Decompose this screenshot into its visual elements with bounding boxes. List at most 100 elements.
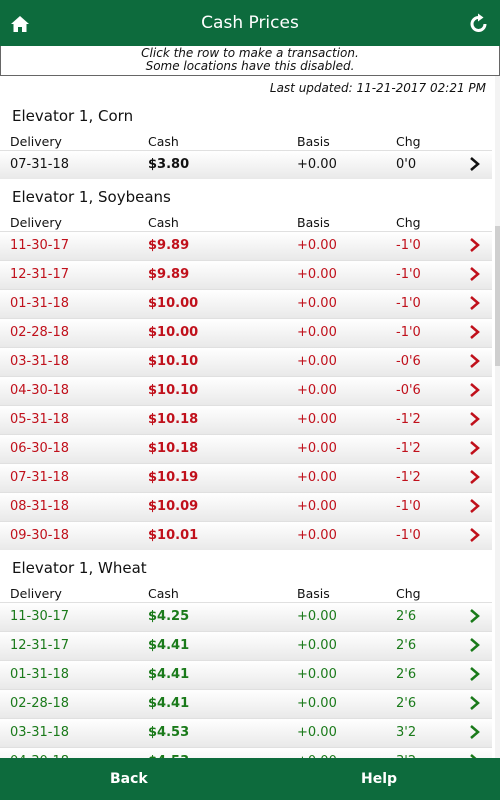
price-row[interactable]: 11-30-17 $9.89 +0.00 -1'0 bbox=[0, 231, 492, 260]
home-icon[interactable] bbox=[10, 14, 30, 34]
chevron-right-icon[interactable] bbox=[468, 353, 482, 369]
notice-line-1: Click the row to make a transaction. bbox=[141, 46, 359, 60]
refresh-icon[interactable] bbox=[468, 13, 490, 35]
price-row[interactable]: 01-31-18 $10.00 +0.00 -1'0 bbox=[0, 289, 492, 318]
column-header-chg: Chg bbox=[396, 586, 421, 601]
basis-value: +0.00 bbox=[297, 412, 337, 427]
price-row[interactable]: 05-31-18 $10.18 +0.00 -1'2 bbox=[0, 405, 492, 434]
change-value: -1'0 bbox=[396, 528, 421, 543]
column-header-cash: Cash bbox=[148, 586, 179, 601]
delivery-date: 02-28-18 bbox=[10, 696, 70, 711]
price-row[interactable]: 11-30-17 $4.25 +0.00 2'6 bbox=[0, 602, 492, 631]
basis-value: +0.00 bbox=[297, 754, 337, 758]
change-value: -1'0 bbox=[396, 238, 421, 253]
change-value: 2'6 bbox=[396, 696, 417, 711]
column-header-basis: Basis bbox=[297, 586, 330, 601]
delivery-date: 04-30-18 bbox=[10, 754, 69, 758]
cash-price: $10.00 bbox=[148, 296, 199, 311]
change-value: -1'0 bbox=[396, 267, 421, 282]
cash-price: $10.10 bbox=[148, 383, 199, 398]
price-row[interactable]: 04-30-18 $10.10 +0.00 -0'6 bbox=[0, 376, 492, 405]
delivery-date: 11-30-17 bbox=[10, 609, 70, 624]
column-header-delivery: Delivery bbox=[10, 586, 62, 601]
change-value: 3'2 bbox=[396, 725, 417, 740]
change-value: 2'6 bbox=[396, 609, 417, 624]
delivery-date: 11-30-17 bbox=[10, 238, 70, 253]
chevron-right-icon[interactable] bbox=[468, 637, 482, 653]
chevron-right-icon[interactable] bbox=[468, 156, 482, 172]
price-row[interactable]: 03-31-18 $4.53 +0.00 3'2 bbox=[0, 718, 492, 747]
price-row[interactable]: 08-31-18 $10.09 +0.00 -1'0 bbox=[0, 492, 492, 521]
chevron-right-icon[interactable] bbox=[468, 527, 482, 543]
help-button[interactable]: Help bbox=[361, 771, 398, 787]
price-row[interactable]: 01-31-18 $4.41 +0.00 2'6 bbox=[0, 660, 492, 689]
section-title: Elevator 1, Wheat bbox=[12, 559, 147, 577]
cash-price: $4.25 bbox=[148, 609, 190, 624]
scrollbar[interactable] bbox=[495, 76, 500, 758]
price-row[interactable]: 12-31-17 $9.89 +0.00 -1'0 bbox=[0, 260, 492, 289]
basis-value: +0.00 bbox=[297, 528, 337, 543]
price-row[interactable]: 02-28-18 $4.41 +0.00 2'6 bbox=[0, 689, 492, 718]
change-value: 2'6 bbox=[396, 667, 417, 682]
chevron-right-icon[interactable] bbox=[468, 695, 482, 711]
delivery-date: 01-31-18 bbox=[10, 296, 70, 311]
delivery-date: 02-28-18 bbox=[10, 325, 70, 340]
cash-price: $10.01 bbox=[148, 528, 199, 543]
price-row[interactable]: 07-31-18 $3.80 +0.00 0'0 bbox=[0, 150, 492, 179]
delivery-date: 03-31-18 bbox=[10, 725, 70, 740]
chevron-right-icon[interactable] bbox=[468, 295, 482, 311]
chevron-right-icon[interactable] bbox=[468, 411, 482, 427]
cash-price: $10.18 bbox=[148, 412, 199, 427]
basis-value: +0.00 bbox=[297, 383, 337, 398]
cash-price: $4.41 bbox=[148, 667, 190, 682]
basis-value: +0.00 bbox=[297, 354, 337, 369]
delivery-date: 01-31-18 bbox=[10, 667, 70, 682]
column-header-row: Delivery Cash Basis Chg bbox=[0, 134, 492, 150]
chevron-right-icon[interactable] bbox=[468, 724, 482, 740]
transaction-notice: Click the row to make a transaction. Som… bbox=[0, 46, 500, 76]
column-header-basis: Basis bbox=[297, 215, 330, 230]
chevron-right-icon[interactable] bbox=[468, 237, 482, 253]
price-row[interactable]: 03-31-18 $10.10 +0.00 -0'6 bbox=[0, 347, 492, 376]
chevron-right-icon[interactable] bbox=[468, 498, 482, 514]
price-row[interactable]: 09-30-18 $10.01 +0.00 -1'0 bbox=[0, 521, 492, 550]
last-updated: Last updated: 11-21-2017 02:21 PM bbox=[269, 81, 486, 95]
change-value: -1'2 bbox=[396, 470, 421, 485]
scrollbar-thumb[interactable] bbox=[495, 226, 500, 366]
chevron-right-icon[interactable] bbox=[468, 753, 482, 758]
price-row[interactable]: 07-31-18 $10.19 +0.00 -1'2 bbox=[0, 463, 492, 492]
delivery-date: 07-31-18 bbox=[10, 470, 70, 485]
change-value: -1'2 bbox=[396, 412, 421, 427]
basis-value: +0.00 bbox=[297, 725, 337, 740]
column-header-delivery: Delivery bbox=[10, 215, 62, 230]
change-value: 2'6 bbox=[396, 638, 417, 653]
basis-value: +0.00 bbox=[297, 267, 337, 282]
app-footer: Back Help bbox=[0, 758, 500, 800]
change-value: 3'2 bbox=[396, 754, 416, 758]
chevron-right-icon[interactable] bbox=[468, 666, 482, 682]
price-row[interactable]: 02-28-18 $10.00 +0.00 -1'0 bbox=[0, 318, 492, 347]
basis-value: +0.00 bbox=[297, 667, 337, 682]
chevron-right-icon[interactable] bbox=[468, 266, 482, 282]
cash-price: $10.00 bbox=[148, 325, 199, 340]
change-value: -0'6 bbox=[396, 354, 421, 369]
chevron-right-icon[interactable] bbox=[468, 469, 482, 485]
section-title: Elevator 1, Corn bbox=[12, 107, 134, 125]
chevron-right-icon[interactable] bbox=[468, 324, 482, 340]
price-row[interactable]: 06-30-18 $10.18 +0.00 -1'2 bbox=[0, 434, 492, 463]
cash-price: $4.53 bbox=[148, 754, 189, 758]
price-row[interactable]: 04-30-18 $4.53 +0.00 3'2 bbox=[0, 747, 492, 758]
chevron-right-icon[interactable] bbox=[468, 382, 482, 398]
basis-value: +0.00 bbox=[297, 157, 337, 172]
cash-price: $4.41 bbox=[148, 696, 190, 711]
chevron-right-icon[interactable] bbox=[468, 608, 482, 624]
cash-price: $10.10 bbox=[148, 354, 199, 369]
delivery-date: 08-31-18 bbox=[10, 499, 70, 514]
cash-price: $4.53 bbox=[148, 725, 190, 740]
basis-value: +0.00 bbox=[297, 325, 337, 340]
back-button[interactable]: Back bbox=[110, 771, 148, 787]
page-title: Cash Prices bbox=[201, 13, 299, 33]
chevron-right-icon[interactable] bbox=[468, 440, 482, 456]
price-row[interactable]: 12-31-17 $4.41 +0.00 2'6 bbox=[0, 631, 492, 660]
price-list[interactable]: Last updated: 11-21-2017 02:21 PM Elevat… bbox=[0, 76, 492, 758]
